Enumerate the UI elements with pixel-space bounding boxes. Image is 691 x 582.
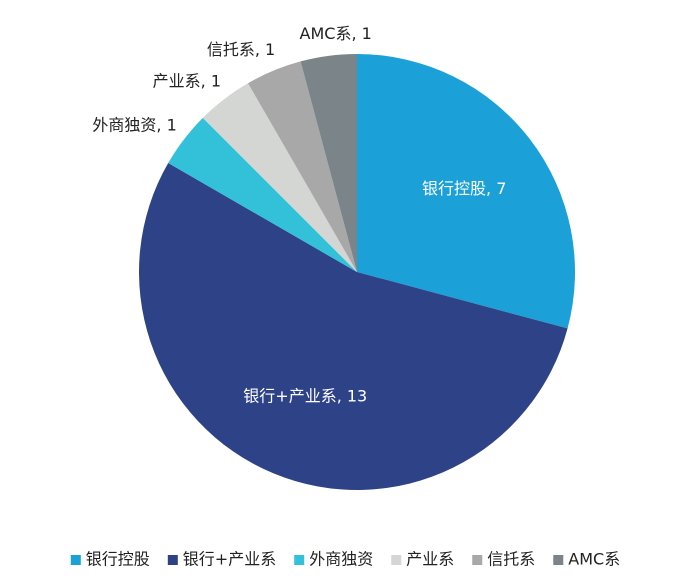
pie-slice bbox=[202, 83, 357, 273]
pie-slice bbox=[300, 54, 357, 272]
legend-label: 银行+产业系 bbox=[183, 550, 276, 569]
legend-swatch bbox=[553, 555, 564, 565]
data-label: 银行控股, 7 bbox=[422, 179, 506, 198]
pie-slice bbox=[138, 163, 568, 490]
data-label: 信托系, 1 bbox=[207, 40, 275, 59]
data-label: AMC系, 1 bbox=[300, 24, 372, 43]
legend-label: 产业系 bbox=[406, 550, 454, 569]
legend-swatch bbox=[294, 555, 305, 565]
legend-swatch bbox=[472, 555, 483, 565]
legend-label: AMC系 bbox=[568, 550, 620, 569]
data-label: 银行+产业系, 13 bbox=[243, 386, 367, 405]
pie-slice bbox=[168, 117, 357, 272]
legend-label: 信托系 bbox=[487, 550, 535, 569]
legend-swatch bbox=[167, 555, 178, 565]
legend: 银行控股 银行+产业系 外商独资 产业系 信托系 AMC系 bbox=[70, 550, 620, 569]
data-label: 产业系, 1 bbox=[153, 71, 221, 90]
data-label: 外商独资, 1 bbox=[92, 116, 176, 135]
legend-swatch bbox=[391, 555, 402, 565]
legend-swatch bbox=[70, 555, 81, 565]
pie-slice bbox=[248, 61, 357, 273]
pie-slice bbox=[357, 54, 575, 329]
legend-label: 外商独资 bbox=[309, 550, 373, 569]
legend-label: 银行控股 bbox=[86, 550, 150, 569]
